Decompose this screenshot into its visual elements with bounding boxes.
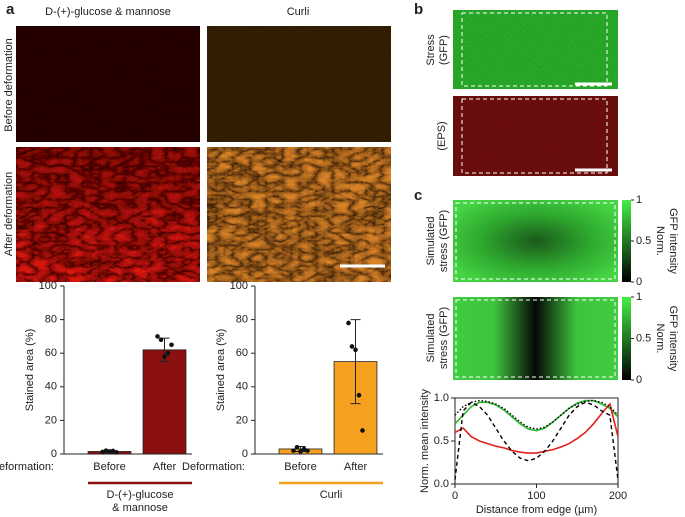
colorbar-tick-label: 1 — [636, 194, 642, 206]
y-tick-label: 40 — [45, 381, 57, 393]
x-axis-label: Deformation: — [0, 461, 54, 473]
x-tick-label: Before — [93, 461, 125, 473]
colorbar-label: Norm. — [654, 226, 666, 256]
data-point — [165, 350, 171, 356]
micrograph — [453, 96, 618, 176]
row-label: (GFP) — [438, 35, 450, 65]
data-point — [346, 320, 351, 326]
colorbar-tick-label: 0.5 — [636, 332, 651, 344]
y-tick-label: 1.0 — [434, 392, 449, 404]
y-tick-label: 100 — [230, 280, 248, 292]
data-point — [169, 342, 174, 348]
data-point — [294, 444, 300, 450]
y-tick-label: 20 — [45, 414, 57, 426]
line-series — [454, 399, 619, 432]
panel-label: b — [414, 1, 423, 18]
y-tick-label: 80 — [236, 314, 248, 326]
line-series — [454, 401, 619, 480]
row-label: stress (GFP) — [438, 307, 450, 369]
y-tick-label: 0 — [51, 448, 57, 460]
y-axis-label: Stained area (%) — [215, 329, 227, 412]
roi — [455, 202, 616, 280]
row-label: (EPS) — [436, 121, 448, 150]
data-point — [100, 449, 105, 455]
x-tick-label: 0 — [452, 490, 458, 502]
micrograph — [16, 147, 200, 282]
y-tick-label: 80 — [45, 314, 57, 326]
colorbar-label: GFP intensity — [667, 208, 679, 274]
micrograph — [453, 10, 618, 89]
data-point — [162, 354, 167, 359]
x-tick-label: Before — [284, 461, 316, 473]
colorbar-tick-label: 0 — [636, 276, 642, 288]
data-point — [110, 448, 116, 454]
y-tick-label: 100 — [39, 280, 57, 292]
row-label: Stress — [425, 34, 437, 66]
line-series — [454, 402, 619, 454]
data-point — [353, 347, 358, 353]
roi — [461, 98, 608, 174]
data-point — [291, 448, 296, 453]
colorbar-tick-label: 0 — [636, 374, 642, 386]
y-tick-label: 40 — [236, 381, 248, 393]
x-tick-label: After — [344, 461, 368, 473]
y-axis-label: Norm. mean intensity — [419, 389, 431, 493]
colorbar — [622, 297, 631, 380]
row-label: Before deformation — [3, 38, 15, 132]
x-tick-label: 200 — [609, 490, 627, 502]
column-title: Curli — [287, 6, 310, 18]
error-bar — [350, 319, 361, 405]
x-tick-label: 100 — [527, 490, 545, 502]
group-label: Curli — [320, 489, 343, 501]
data-point — [360, 428, 365, 433]
simulation — [453, 297, 618, 380]
x-axis-label: Distance from edge (µm) — [476, 504, 597, 516]
roi — [461, 12, 608, 87]
data-point — [298, 449, 303, 454]
data-point — [356, 392, 362, 398]
colorbar-tick-label: 1 — [636, 291, 642, 303]
x-tick-label: After — [153, 461, 177, 473]
y-tick-label: 60 — [45, 347, 57, 359]
data-point — [103, 448, 109, 453]
y-tick-label: 0 — [242, 448, 248, 460]
group-label: & mannose — [112, 502, 168, 514]
colorbar — [622, 200, 631, 282]
data-point — [155, 334, 160, 339]
data-point — [107, 449, 112, 454]
y-tick-label: 20 — [236, 414, 248, 426]
data-point — [158, 337, 164, 343]
y-tick-label: 60 — [236, 347, 248, 359]
data-point — [114, 450, 119, 455]
y-axis-label: Stained area (%) — [24, 329, 36, 412]
data-point — [305, 448, 310, 453]
group-label: D-(+)-glucose — [107, 489, 174, 501]
row-label: After deformation — [3, 172, 15, 256]
colorbar-label: GFP intensity — [667, 306, 679, 372]
panel-label: c — [414, 187, 422, 204]
data-point — [301, 446, 307, 452]
data-point — [349, 344, 355, 349]
line-series — [454, 399, 619, 430]
micrograph — [207, 26, 391, 142]
row-label: Simulated — [425, 314, 437, 363]
colorbar-label: Norm. — [654, 324, 666, 354]
panel-label: a — [6, 1, 15, 18]
x-axis-label: Deformation: — [182, 461, 245, 473]
row-label: Simulated — [425, 217, 437, 266]
row-label: stress (GFP) — [438, 210, 450, 272]
bar — [142, 349, 187, 455]
simulation — [453, 200, 618, 282]
column-title: D-(+)-glucose & mannose — [45, 6, 171, 18]
roi — [455, 299, 616, 378]
micrograph — [207, 147, 391, 282]
y-tick-label: 0.5 — [434, 435, 449, 447]
micrograph — [16, 26, 200, 142]
y-tick-label: 0.0 — [434, 478, 449, 490]
colorbar-tick-label: 0.5 — [636, 235, 651, 247]
